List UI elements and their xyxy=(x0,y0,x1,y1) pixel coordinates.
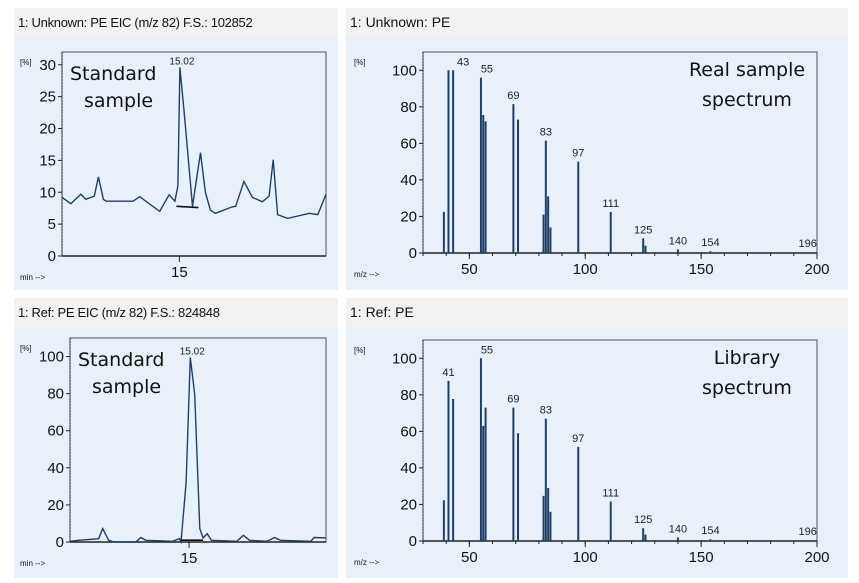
panel-ref-eic: 1: Ref: PE EIC (m/z 82) F.S.: 824848 0 20… xyxy=(14,298,338,578)
x-tick-label: 50 xyxy=(461,549,478,566)
plot-frame xyxy=(422,339,818,542)
y-axis-label: [%] xyxy=(354,346,366,355)
peak-label: 97 xyxy=(572,148,584,160)
y-tick-label: 40 xyxy=(400,460,417,477)
annotation-line-2: sample xyxy=(84,90,153,112)
peak-label: 125 xyxy=(634,514,652,526)
x-axis-label: min --> xyxy=(20,559,45,568)
x-tick-label: 150 xyxy=(689,549,714,566)
chromatogram-trace xyxy=(61,67,327,220)
x-tick-label: 100 xyxy=(573,261,598,278)
y-tick-label: 15 xyxy=(39,152,56,169)
x-tick-label: 15 xyxy=(181,550,198,567)
panel-unknown-eic: 1: Unknown: PE EIC (m/z 82) F.S.: 102852… xyxy=(14,8,338,290)
y-tick-label: 10 xyxy=(39,184,56,201)
peak-label: 97 xyxy=(572,433,584,445)
peak-label: 15.02 xyxy=(169,56,194,67)
y-axis-label: [%] xyxy=(20,58,32,67)
y-tick-label: 40 xyxy=(47,460,64,477)
annotation-line-1: Standard xyxy=(78,349,164,371)
annotation-line-1: Standard xyxy=(70,63,156,85)
peak-label: 55 xyxy=(481,344,493,356)
x-tick-label: 200 xyxy=(804,261,829,278)
peak-label: 111 xyxy=(602,488,619,500)
plot-frame xyxy=(422,51,818,254)
y-tick-label: 0 xyxy=(409,533,417,550)
y-tick-label: 0 xyxy=(48,248,56,265)
y-tick-label: 80 xyxy=(47,386,64,403)
peak-label: 55 xyxy=(481,64,493,76)
ref-eic-chart: 0 20 40 60 80 100 15 [%] min --> 15.02 Standard sam… xyxy=(20,337,327,568)
chromatogram-trace xyxy=(69,357,327,545)
y-tick-label: 20 xyxy=(47,497,64,514)
x-axis-label: m/z --> xyxy=(354,270,379,279)
peak-label: 154 xyxy=(701,525,719,537)
peak-label: 83 xyxy=(540,405,552,417)
integration-baseline xyxy=(176,205,199,209)
x-tick-label: 150 xyxy=(689,261,714,278)
peak-label: 69 xyxy=(507,90,519,102)
x-axis-label: min --> xyxy=(20,273,45,282)
peak-label: 196 xyxy=(799,526,817,538)
y-tick-label: 25 xyxy=(39,89,56,106)
y-tick-label: 60 xyxy=(47,423,64,440)
x-tick-label: 50 xyxy=(461,261,478,278)
y-axis-label: [%] xyxy=(20,344,32,353)
y-axis-label: [%] xyxy=(354,58,366,67)
y-tick-label: 80 xyxy=(400,387,417,404)
peak-label: 43 xyxy=(457,56,469,68)
x-tick-label: 200 xyxy=(804,549,829,566)
peak-label: 125 xyxy=(634,224,652,236)
panel-unknown-spectrum: 1: Unknown: PE 0 20 40 60 80 100 50 100 150 200 [%… xyxy=(346,8,848,290)
unknown-eic-chart: 0 5 10 15 20 25 30 15 [%] min --> 15.02 Standard sam… xyxy=(20,51,327,282)
x-tick-label: 100 xyxy=(573,549,598,566)
peak-label: 111 xyxy=(602,198,619,210)
peak-label: 69 xyxy=(507,394,519,406)
peak-label: 140 xyxy=(669,523,687,535)
panel-title: 1: Unknown: PE EIC (m/z 82) F.S.: 102852 xyxy=(14,8,338,37)
y-tick-label: 20 xyxy=(400,208,417,225)
annotation-line-2: spectrum xyxy=(702,377,792,399)
y-tick-label: 20 xyxy=(39,121,56,138)
panel-ref-spectrum: 1: Ref: PE 0 20 40 60 80 100 50 100 150 200 [%] m/z… xyxy=(346,298,848,578)
panel-title: 1: Unknown: PE xyxy=(346,8,848,37)
peak-label: 154 xyxy=(701,237,719,249)
y-tick-label: 100 xyxy=(392,62,417,79)
annotation-line-2: sample xyxy=(92,376,161,398)
y-tick-label: 100 xyxy=(39,349,64,366)
peak-label: 140 xyxy=(669,235,687,247)
x-tick-label: 15 xyxy=(171,264,188,281)
peak-label: 41 xyxy=(442,367,454,379)
y-tick-label: 60 xyxy=(400,135,417,152)
peak-label: 196 xyxy=(799,238,817,250)
y-tick-label: 60 xyxy=(400,423,417,440)
panel-title: 1: Ref: PE EIC (m/z 82) F.S.: 824848 xyxy=(14,298,338,327)
annotation-line-2: spectrum xyxy=(702,89,792,111)
peak-label: 83 xyxy=(540,127,552,139)
y-tick-label: 0 xyxy=(409,245,417,262)
unknown-spectrum-chart: 0 20 40 60 80 100 50 100 150 200 [%] m/z --> 43 55 69 8… xyxy=(354,51,830,279)
x-axis-label: m/z --> xyxy=(354,558,379,567)
peak-label: 15.02 xyxy=(180,346,205,357)
y-tick-label: 80 xyxy=(400,99,417,116)
annotation-line-1: Real sample xyxy=(689,59,805,81)
ref-spectrum-chart: 0 20 40 60 80 100 50 100 150 200 [%] m/z --> 41 55 69 8… xyxy=(354,339,830,567)
y-tick-label: 100 xyxy=(392,350,417,367)
y-tick-label: 0 xyxy=(56,534,64,551)
y-tick-label: 20 xyxy=(400,496,417,513)
annotation-line-1: Library xyxy=(714,347,780,369)
y-tick-label: 30 xyxy=(39,57,56,74)
panel-title: 1: Ref: PE xyxy=(346,298,848,327)
y-tick-label: 5 xyxy=(48,216,56,233)
y-tick-label: 40 xyxy=(400,172,417,189)
